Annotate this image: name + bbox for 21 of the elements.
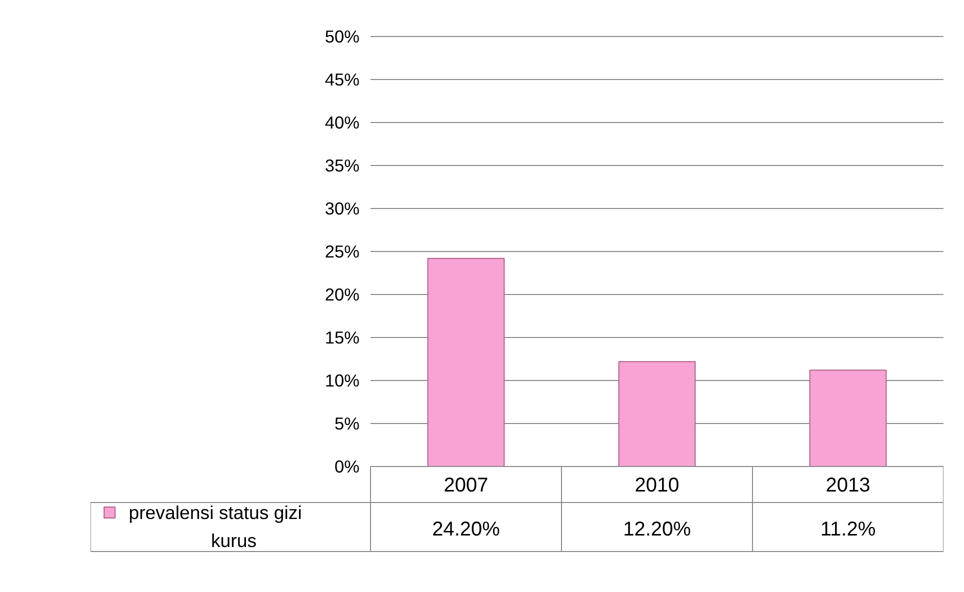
- data-label: 12.20%: [623, 518, 692, 540]
- bar: [618, 361, 696, 467]
- x-tick-label: 2013: [826, 474, 870, 496]
- data-label: 24.20%: [432, 518, 500, 540]
- bar: [809, 370, 887, 467]
- y-tick-label: 15%: [324, 328, 360, 348]
- y-tick-label: 40%: [324, 112, 360, 132]
- data-label: 11.2%: [820, 518, 876, 540]
- y-tick-label: 50%: [324, 26, 360, 46]
- y-tick-label: 35%: [324, 156, 360, 176]
- y-tick-label: 25%: [324, 242, 360, 262]
- y-tick-label: 45%: [324, 70, 360, 90]
- legend-label: prevalensi status gizi kurus: [128, 502, 302, 551]
- y-tick-label: 10%: [324, 370, 360, 390]
- x-tick-label: 2007: [444, 474, 488, 496]
- y-tick-label: 5%: [334, 414, 360, 434]
- y-tick-label: 20%: [324, 284, 360, 304]
- y-tick-label: 30%: [324, 198, 360, 218]
- y-tick-label: 0%: [334, 456, 360, 476]
- x-tick-label: 2010: [634, 474, 680, 496]
- bar: [427, 258, 505, 467]
